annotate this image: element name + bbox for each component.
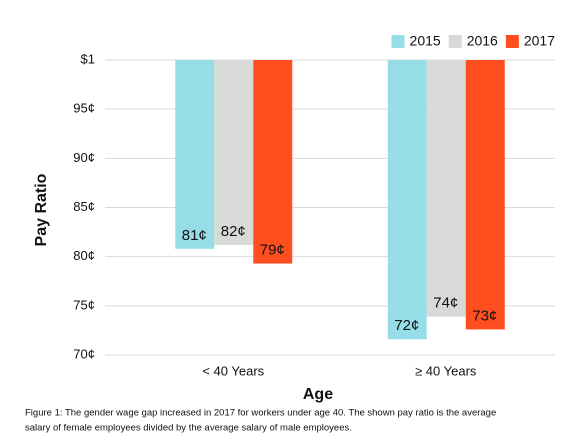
value-label: 82¢ — [221, 223, 246, 240]
value-label: 79¢ — [260, 242, 285, 259]
value-label: 81¢ — [182, 227, 207, 244]
y-tick-label: 85¢ — [73, 199, 95, 214]
y-tick-label: 75¢ — [73, 297, 95, 312]
caption: salary of female employees divided by th… — [25, 423, 352, 434]
bar — [426, 60, 466, 317]
legend-label: 2016 — [467, 33, 498, 49]
bar — [465, 60, 505, 330]
bar — [387, 60, 427, 340]
y-tick-label: $1 — [81, 51, 95, 66]
bar — [214, 60, 254, 245]
y-axis-label: Pay Ratio — [33, 173, 50, 246]
legend-label: 2017 — [524, 33, 555, 49]
legend-swatch — [448, 35, 462, 48]
legend-swatch — [391, 35, 405, 48]
x-tick-label: ≥ 40 Years — [415, 363, 477, 378]
legend-label: 2015 — [410, 33, 441, 49]
caption: Figure 1: The gender wage gap increased … — [25, 408, 496, 419]
value-label: 72¢ — [394, 317, 419, 334]
legend-swatch — [505, 35, 519, 48]
bar — [175, 60, 215, 249]
y-tick-label: 90¢ — [73, 150, 95, 165]
x-axis-label: Age — [303, 386, 333, 403]
value-label: 73¢ — [472, 307, 497, 324]
bar — [253, 60, 293, 264]
x-tick-label: < 40 Years — [202, 363, 264, 378]
y-tick-label: 80¢ — [73, 248, 95, 263]
y-tick-label: 95¢ — [73, 101, 95, 116]
y-tick-label: 70¢ — [73, 346, 95, 361]
value-label: 74¢ — [433, 295, 458, 312]
